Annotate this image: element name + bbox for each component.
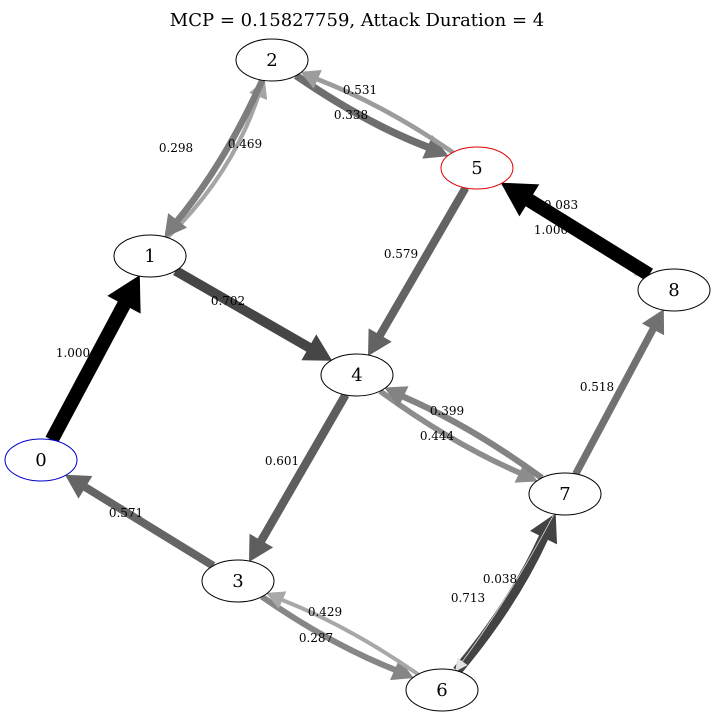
- edge-arrowhead-7-6: [455, 657, 468, 672]
- edge-0-1: [45, 275, 141, 444]
- edge-label-0-1: 1.000: [56, 346, 90, 360]
- edge-line-4-3: [257, 392, 350, 544]
- edge-2-1: [164, 78, 266, 238]
- edge-label-2-1: 0.469: [228, 137, 262, 151]
- graph-title: MCP = 0.15827759, Attack Duration = 4: [170, 10, 544, 31]
- node-label-1: 1: [144, 246, 155, 267]
- node-6: 6: [405, 668, 479, 712]
- node-label-8: 8: [668, 280, 679, 301]
- edge-8-5: [500, 182, 653, 281]
- edge-label-4-3: 0.601: [265, 454, 299, 468]
- edge-label-3-0: 0.571: [109, 506, 143, 520]
- edge-line-6-7: [453, 535, 549, 675]
- node-ellipse-2: [235, 38, 309, 82]
- edge-label-7-6: 0.038: [483, 572, 517, 586]
- node-label-2: 2: [266, 50, 277, 71]
- nodes-layer: 0 1 2 3 4 5 6 7 8: [4, 38, 711, 712]
- edge-1-4: [173, 266, 333, 361]
- node-ellipse-8: [637, 268, 711, 312]
- edge-arrowhead-4-3: [248, 533, 274, 562]
- edge-label-4-7: 0.399: [430, 404, 464, 418]
- node-ellipse-7: [528, 472, 602, 516]
- node-5: 5: [440, 146, 514, 190]
- node-2: 2: [235, 38, 309, 82]
- edge-label-6-7: 0.713: [451, 591, 485, 605]
- edge-arrowhead-5-4: [367, 328, 392, 356]
- node-0: 0: [4, 438, 78, 482]
- edge-line-7-4: [401, 393, 544, 481]
- edge-7-4: [384, 386, 544, 481]
- edge-arrowhead-3-6: [390, 659, 414, 681]
- edge-7-8: [572, 309, 665, 476]
- edge-line-5-2: [316, 76, 455, 155]
- edge-line-7-6: [461, 513, 555, 663]
- edge-label-8-5: 1.000: [534, 223, 568, 237]
- edge-arrowhead-8-5: [500, 182, 540, 217]
- edge-6-3: [266, 591, 420, 676]
- edge-5-2: [300, 70, 455, 155]
- edge-label-7-4: 0.444: [420, 429, 455, 443]
- node-1: 1: [113, 234, 187, 278]
- edge-5-4: [367, 185, 470, 356]
- node-label-3: 3: [232, 571, 243, 592]
- edge-line-2-1: [174, 78, 266, 223]
- edge-line-5-4: [376, 185, 470, 338]
- edge-4-3: [248, 392, 350, 562]
- edge-arrowhead-7-8: [641, 309, 665, 336]
- edge-label-6-3: 0.287: [299, 631, 333, 645]
- edge-line-0-1: [45, 300, 131, 444]
- node-label-7: 7: [559, 484, 570, 505]
- node-ellipse-0: [4, 438, 78, 482]
- node-label-5: 5: [471, 158, 482, 179]
- edge-line-3-0: [82, 483, 216, 570]
- edge-label-1-4: 0.702: [211, 294, 245, 308]
- edge-line-7-8: [572, 327, 657, 476]
- node-label-6: 6: [436, 680, 447, 701]
- edges-layer: [45, 70, 665, 681]
- node-7: 7: [528, 472, 602, 516]
- node-8: 8: [637, 268, 711, 312]
- edge-arrowhead-3-0: [64, 474, 93, 499]
- node-ellipse-6: [405, 668, 479, 712]
- edge-arrowhead-2-1: [164, 213, 188, 238]
- edge-line-6-3: [281, 598, 420, 676]
- node-4: 4: [320, 353, 394, 397]
- edge-label-5-4: 0.579: [384, 247, 418, 261]
- edge-labels-layer: 1.000 0.298 0.469 0.702 0.531 0.338 0.579 0.083…: [56, 83, 614, 645]
- edge-label-3-6: 0.429: [308, 605, 342, 619]
- edge-label-5-2: 0.338: [334, 108, 368, 122]
- node-3: 3: [201, 559, 275, 603]
- edge-label-7-8: 0.518: [580, 380, 614, 394]
- edge-arrowhead-0-1: [107, 275, 141, 314]
- edge-arrowhead-5-2: [300, 70, 322, 89]
- edge-3-0: [64, 474, 216, 570]
- edge-7-6: [455, 513, 555, 672]
- node-ellipse-3: [201, 559, 275, 603]
- node-label-0: 0: [35, 450, 46, 471]
- edge-arrowhead-7-4: [384, 386, 409, 408]
- edge-line-1-2: [165, 95, 261, 240]
- edge-label-1-2: 0.298: [159, 141, 193, 155]
- node-ellipse-4: [320, 353, 394, 397]
- edge-line-1-4: [173, 266, 312, 352]
- edge-arrowhead-6-3: [266, 591, 287, 609]
- node-label-4: 4: [351, 365, 362, 386]
- edge-arrowhead-1-4: [301, 334, 333, 361]
- edge-label-2-5: 0.531: [343, 83, 377, 97]
- edge-label-5-8: 0.083: [544, 198, 578, 212]
- node-ellipse-5: [440, 146, 514, 190]
- node-ellipse-1: [113, 234, 187, 278]
- edge-line-8-5: [525, 194, 653, 281]
